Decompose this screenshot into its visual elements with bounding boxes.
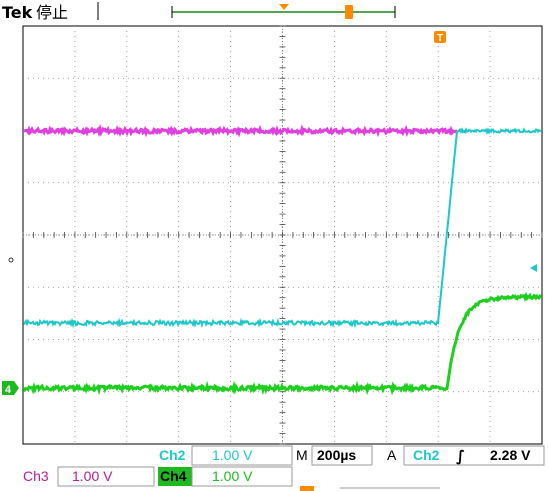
timebase-value: 200µs xyxy=(317,447,356,463)
acquisition-status: 停止 xyxy=(36,3,68,22)
rising-edge-icon: ∫ xyxy=(456,447,465,465)
trigger-mode: A xyxy=(387,447,397,463)
trigger-level-marker[interactable] xyxy=(530,264,537,272)
trigger-level: 2.28 V xyxy=(490,447,531,463)
left-offset-marker xyxy=(9,258,13,262)
waveform-ch4 xyxy=(24,296,541,390)
timebase-mode: M xyxy=(296,447,308,463)
ch3-label: Ch3 xyxy=(23,468,49,484)
graticule-grid xyxy=(23,26,542,444)
record-window-marker xyxy=(345,5,353,19)
ch2-scale: 1.00 V xyxy=(212,447,253,463)
bottom-cutoff-marker xyxy=(300,486,314,491)
ch4-scale: 1.00 V xyxy=(212,468,253,484)
waveform-ch3 xyxy=(24,129,457,133)
trigger-position-arrow[interactable] xyxy=(279,4,289,10)
ch3-scale: 1.00 V xyxy=(72,468,113,484)
trigger-time-marker[interactable]: T xyxy=(434,31,446,44)
svg-text:T: T xyxy=(437,33,443,44)
trigger-source: Ch2 xyxy=(413,447,440,463)
ch4-label: Ch4 xyxy=(160,468,187,484)
ch4-ground-marker[interactable]: 4 xyxy=(2,381,19,396)
svg-text:4: 4 xyxy=(5,384,12,396)
brand-label: Tek xyxy=(2,3,33,22)
ch2-label: Ch2 xyxy=(159,447,186,463)
